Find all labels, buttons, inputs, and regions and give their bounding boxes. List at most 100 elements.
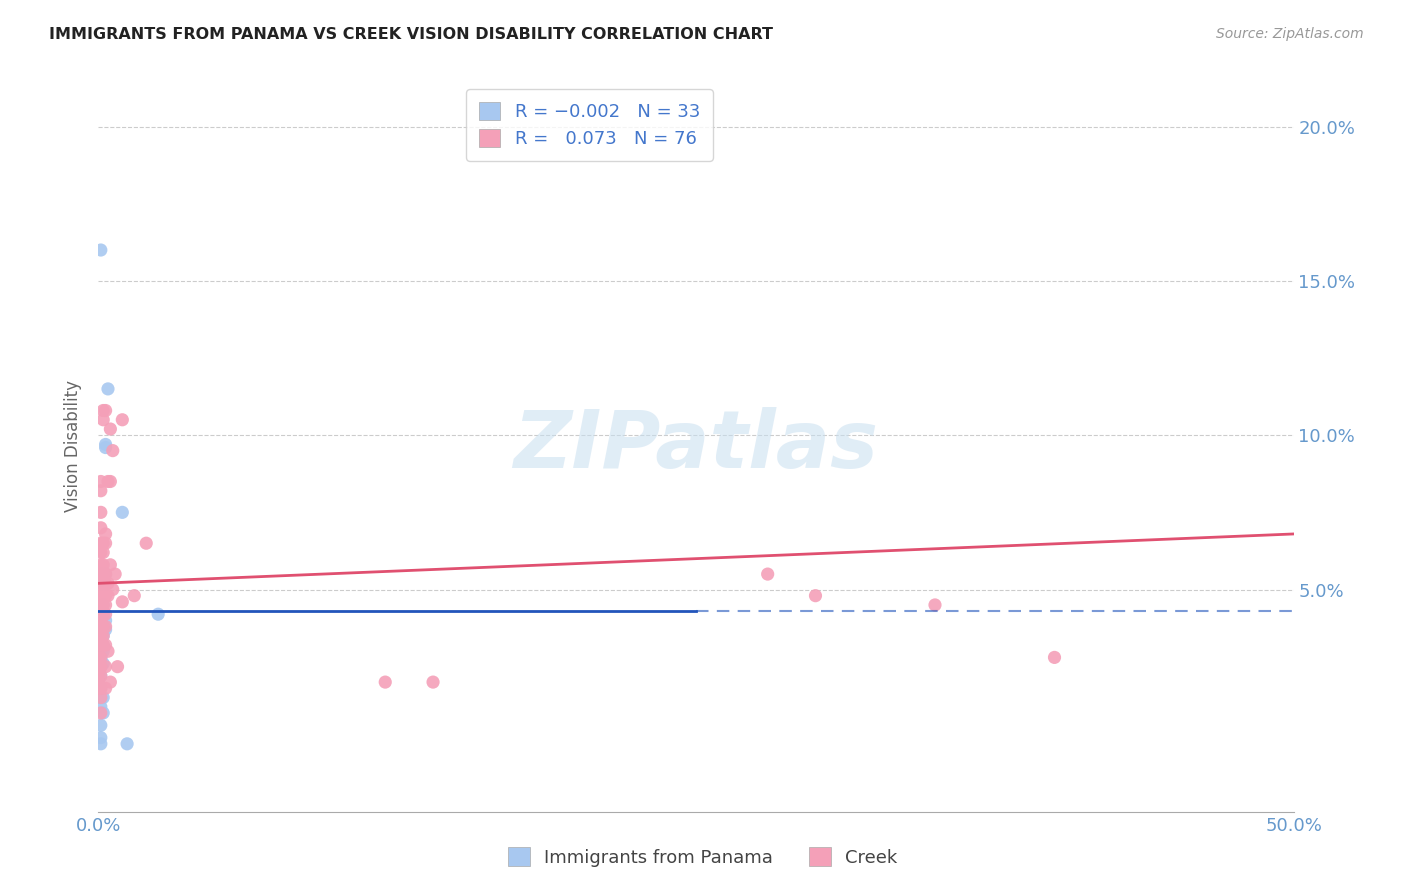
Point	[91, 589, 114, 603]
Point	[94, 638, 117, 652]
Point	[87, 675, 110, 690]
Point	[90, 536, 112, 550]
Point	[94, 619, 117, 633]
Point	[756, 567, 779, 582]
Point	[97, 576, 120, 591]
Text: Source: ZipAtlas.com: Source: ZipAtlas.com	[1216, 27, 1364, 41]
Point	[924, 598, 946, 612]
Point	[87, 604, 110, 618]
Point	[87, 619, 110, 633]
Point	[90, 699, 112, 714]
Y-axis label: Vision Disability: Vision Disability	[65, 380, 83, 512]
Point	[90, 737, 112, 751]
Text: IMMIGRANTS FROM PANAMA VS CREEK VISION DISABILITY CORRELATION CHART: IMMIGRANTS FROM PANAMA VS CREEK VISION D…	[49, 27, 773, 42]
Point	[90, 576, 112, 591]
Point	[94, 607, 117, 622]
Point	[90, 659, 112, 673]
Point	[94, 576, 117, 591]
Point	[87, 629, 110, 643]
Point	[90, 475, 112, 489]
Point	[98, 475, 122, 489]
Point	[91, 619, 114, 633]
Point	[101, 443, 124, 458]
Point	[94, 567, 117, 582]
Point	[91, 629, 114, 643]
Point	[91, 690, 114, 705]
Point	[104, 567, 127, 582]
Point	[111, 505, 134, 519]
Point	[90, 619, 112, 633]
Point	[87, 613, 110, 627]
Point	[91, 657, 114, 671]
Point	[90, 681, 112, 696]
Point	[94, 403, 117, 417]
Point	[94, 567, 117, 582]
Point	[91, 619, 114, 633]
Point	[90, 545, 112, 559]
Point	[135, 536, 157, 550]
Point	[91, 644, 114, 658]
Point	[804, 589, 827, 603]
Point	[94, 441, 117, 455]
Point	[94, 613, 117, 627]
Point	[91, 607, 114, 622]
Point	[97, 589, 120, 603]
Point	[90, 567, 112, 582]
Point	[91, 706, 114, 720]
Point	[90, 521, 112, 535]
Point	[87, 582, 110, 597]
Point	[87, 613, 110, 627]
Point	[90, 589, 112, 603]
Point	[90, 629, 112, 643]
Point	[91, 536, 114, 550]
Point	[97, 475, 120, 489]
Point	[90, 567, 112, 582]
Point	[111, 595, 134, 609]
Point	[90, 607, 112, 622]
Point	[97, 382, 120, 396]
Point	[90, 706, 112, 720]
Point	[90, 638, 112, 652]
Point	[90, 669, 112, 683]
Point	[90, 607, 112, 622]
Point	[90, 598, 112, 612]
Point	[90, 650, 112, 665]
Point	[87, 681, 110, 696]
Point	[91, 558, 114, 572]
Point	[90, 718, 112, 732]
Point	[90, 613, 112, 627]
Point	[90, 650, 112, 665]
Point	[1043, 650, 1066, 665]
Point	[87, 638, 110, 652]
Point	[111, 413, 134, 427]
Point	[87, 598, 110, 612]
Point	[94, 437, 117, 451]
Point	[374, 675, 396, 690]
Point	[90, 243, 112, 257]
Point	[94, 598, 117, 612]
Point	[91, 638, 114, 652]
Point	[90, 505, 112, 519]
Point	[91, 576, 114, 591]
Legend: R = −0.002   N = 33, R =   0.073   N = 76: R = −0.002 N = 33, R = 0.073 N = 76	[465, 89, 713, 161]
Text: ZIPatlas: ZIPatlas	[513, 407, 879, 485]
Point	[148, 607, 170, 622]
Point	[90, 483, 112, 498]
Point	[90, 731, 112, 745]
Point	[90, 558, 112, 572]
Point	[98, 558, 122, 572]
Point	[87, 669, 110, 683]
Point	[422, 675, 444, 690]
Point	[124, 589, 146, 603]
Point	[94, 623, 117, 637]
Point	[101, 582, 124, 597]
Point	[87, 650, 110, 665]
Point	[90, 669, 112, 683]
Point	[94, 527, 117, 541]
Point	[90, 644, 112, 658]
Point	[91, 567, 114, 582]
Point	[91, 413, 114, 427]
Point	[94, 589, 117, 603]
Point	[90, 619, 112, 633]
Point	[94, 659, 117, 673]
